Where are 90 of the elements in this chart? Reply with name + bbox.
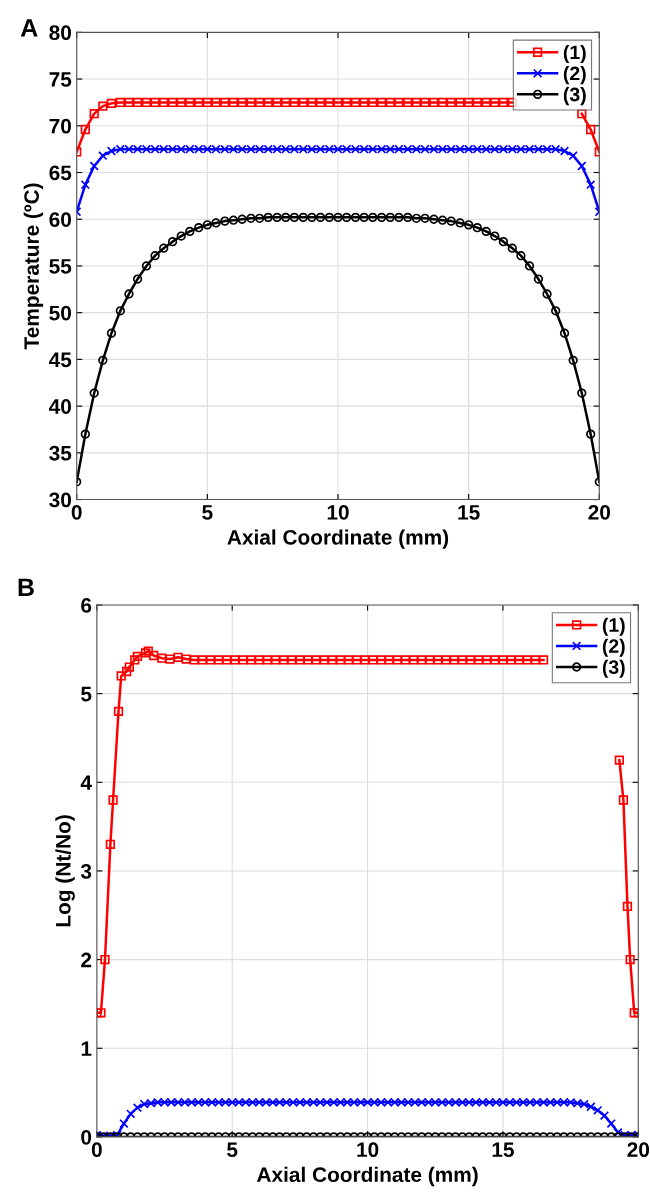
point bbox=[289, 97, 300, 108]
y-tick-label: 2 bbox=[81, 952, 92, 968]
y-tick-label: 3 bbox=[80, 863, 92, 879]
point bbox=[481, 97, 491, 108]
point bbox=[228, 97, 239, 108]
point bbox=[254, 97, 265, 108]
point bbox=[89, 108, 99, 119]
y-axis-title: Temperature (ºC) bbox=[23, 183, 44, 350]
legend-label: (2) bbox=[563, 66, 586, 85]
y-tick-label: 0 bbox=[81, 1129, 92, 1145]
y-tick-label: 30 bbox=[49, 492, 71, 508]
y-tick-label: 4 bbox=[80, 775, 92, 790]
legend-label: (1) bbox=[563, 44, 586, 64]
y-tick-label: 6 bbox=[81, 597, 92, 613]
x-tick-label: 10 bbox=[357, 1142, 379, 1158]
point bbox=[115, 97, 125, 108]
legend-label: (2) bbox=[602, 638, 625, 657]
point bbox=[333, 97, 343, 108]
point bbox=[202, 97, 213, 108]
point bbox=[411, 97, 422, 108]
x-tick-label: 10 bbox=[327, 504, 349, 520]
y-tick-label: 35 bbox=[49, 445, 72, 461]
point bbox=[359, 97, 369, 108]
x-tick-label: 5 bbox=[227, 1142, 238, 1158]
point bbox=[472, 97, 482, 108]
point bbox=[350, 97, 361, 108]
point bbox=[498, 97, 509, 108]
legend-label: (3) bbox=[563, 87, 586, 106]
point bbox=[80, 124, 90, 135]
point bbox=[368, 97, 378, 108]
y-tick-label: 75 bbox=[49, 72, 72, 87]
y-tick-label: 1 bbox=[81, 1041, 92, 1056]
y-tick-label: 55 bbox=[49, 259, 72, 274]
point bbox=[455, 97, 465, 108]
point bbox=[272, 97, 282, 108]
x-tick-label: 20 bbox=[627, 1142, 650, 1158]
x-tick-label: 20 bbox=[588, 504, 611, 520]
point bbox=[376, 97, 387, 108]
point bbox=[106, 98, 117, 109]
y-tick-label: 65 bbox=[49, 165, 72, 181]
point bbox=[490, 97, 500, 108]
y-tick-label: 70 bbox=[49, 118, 71, 134]
point bbox=[246, 97, 256, 108]
point bbox=[586, 124, 596, 135]
point bbox=[577, 108, 587, 119]
point bbox=[185, 97, 195, 108]
point bbox=[98, 101, 108, 111]
legend-label: (3) bbox=[602, 659, 625, 678]
y-tick-label: 40 bbox=[48, 399, 71, 414]
point bbox=[167, 97, 178, 108]
point bbox=[159, 97, 169, 108]
point bbox=[394, 97, 404, 108]
y-axis-title: Log (Nt/No) bbox=[55, 815, 75, 927]
point bbox=[341, 97, 352, 108]
point bbox=[281, 97, 291, 108]
text: A bbox=[20, 19, 38, 37]
text: B bbox=[18, 578, 34, 596]
y-tick-label: 50 bbox=[49, 305, 71, 321]
point bbox=[429, 97, 439, 108]
point bbox=[307, 97, 317, 108]
point bbox=[315, 97, 326, 108]
point bbox=[220, 97, 230, 108]
point bbox=[176, 97, 186, 108]
point bbox=[263, 97, 273, 108]
legend-label: (1) bbox=[602, 617, 625, 636]
y-tick-label: 60 bbox=[49, 212, 71, 227]
point bbox=[124, 97, 134, 108]
point bbox=[403, 97, 413, 108]
x-tick-label: 15 bbox=[492, 1142, 514, 1158]
point bbox=[385, 97, 395, 108]
point bbox=[132, 97, 143, 108]
x-tick-label: 0 bbox=[91, 1142, 102, 1158]
y-tick-label: 80 bbox=[49, 25, 71, 41]
point bbox=[194, 97, 204, 108]
point bbox=[420, 97, 430, 108]
y-tick-label: 45 bbox=[48, 352, 72, 368]
point bbox=[437, 97, 448, 108]
x-tick-label: 5 bbox=[202, 505, 213, 520]
point bbox=[446, 97, 456, 108]
point bbox=[141, 97, 152, 108]
point bbox=[150, 97, 160, 108]
x-tick-label: 15 bbox=[458, 505, 480, 520]
point bbox=[237, 97, 247, 108]
x-axis-title: Axial Coordinate (mm) bbox=[227, 529, 449, 549]
point bbox=[211, 97, 221, 108]
x-axis-title: Axial Coordinate (mm) bbox=[256, 1166, 478, 1187]
point bbox=[324, 97, 335, 108]
y-tick-label: 5 bbox=[81, 686, 92, 702]
point bbox=[298, 97, 308, 108]
point bbox=[463, 97, 474, 108]
